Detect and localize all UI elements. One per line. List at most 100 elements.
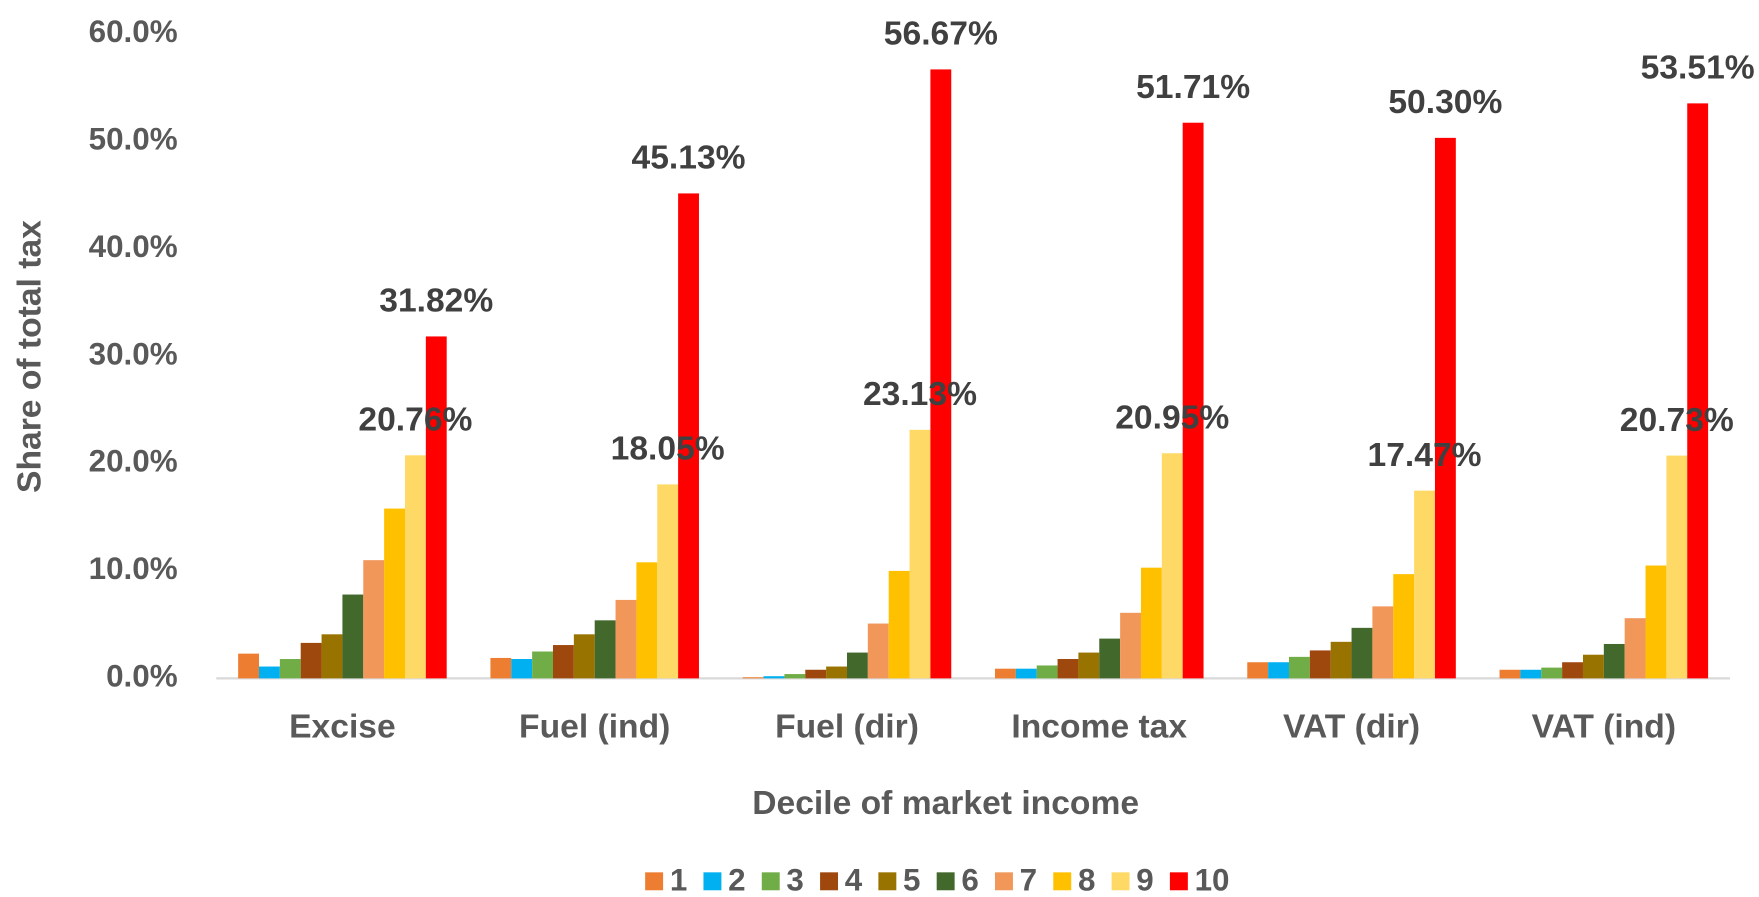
bar <box>1057 659 1079 679</box>
bar <box>532 651 553 679</box>
data-label: 51.71% <box>1136 69 1250 106</box>
bar <box>1288 656 1310 679</box>
legend-label: 8 <box>1078 863 1095 897</box>
bar <box>1182 122 1204 679</box>
bar <box>1078 652 1100 679</box>
bar <box>1624 618 1646 679</box>
x-tick-label: Excise <box>289 709 396 746</box>
legend-swatch <box>820 872 839 891</box>
data-label: 31.82% <box>379 283 493 320</box>
bar <box>615 599 637 679</box>
y-tick-label: 40.0% <box>89 229 178 264</box>
bar <box>573 634 595 679</box>
bar <box>1645 565 1667 679</box>
legend-swatch <box>878 872 897 891</box>
bar <box>1393 574 1415 679</box>
data-label: 56.67% <box>884 16 998 53</box>
bar <box>1268 662 1289 679</box>
data-label: 23.13% <box>863 376 977 413</box>
x-tick-label: VAT (ind) <box>1532 709 1676 746</box>
legend-label: 6 <box>961 863 978 897</box>
bar <box>805 669 827 679</box>
bar <box>363 560 385 679</box>
legend-label: 7 <box>1020 863 1037 897</box>
bar <box>1434 137 1456 679</box>
y-tick-label: 30.0% <box>89 336 178 371</box>
bar <box>888 570 910 679</box>
bar <box>300 642 322 679</box>
bar <box>867 623 889 679</box>
bar <box>259 666 280 679</box>
legend-swatch <box>761 872 780 891</box>
legend-swatch <box>1169 872 1188 891</box>
legend-label: 2 <box>728 863 745 897</box>
data-label: 18.05% <box>611 431 725 468</box>
bar <box>1582 654 1604 679</box>
x-tick-label: Fuel (ind) <box>519 709 670 746</box>
bar <box>552 645 574 679</box>
bar <box>909 429 931 679</box>
x-axis-title: Decile of market income <box>752 785 1139 822</box>
bar <box>1562 662 1583 679</box>
bar <box>342 594 364 679</box>
bar <box>846 652 868 679</box>
bar <box>1520 669 1542 679</box>
legend-swatch <box>994 872 1013 891</box>
legend-swatch <box>936 872 955 891</box>
bar <box>594 620 616 679</box>
y-tick-label: 20.0% <box>89 444 178 479</box>
bar <box>678 193 699 679</box>
bar <box>826 666 847 679</box>
bar <box>279 659 301 679</box>
bar <box>1499 669 1521 679</box>
bar <box>425 336 447 679</box>
y-tick-label: 10.0% <box>89 551 178 586</box>
legend-swatch <box>645 872 664 891</box>
legend-label: 5 <box>903 863 920 897</box>
data-label: 20.95% <box>1115 399 1229 436</box>
data-label: 53.51% <box>1641 50 1755 87</box>
bar <box>784 674 806 679</box>
bar <box>404 455 426 679</box>
bar <box>384 508 405 679</box>
data-label: 45.13% <box>632 140 746 177</box>
bar <box>742 677 764 679</box>
bar <box>1161 453 1183 679</box>
data-label: 17.47% <box>1368 437 1482 474</box>
bar <box>1120 612 1141 679</box>
bar <box>1140 567 1162 679</box>
bar <box>930 69 952 679</box>
bar <box>1666 455 1688 679</box>
bar <box>1372 606 1394 679</box>
x-tick-label: Fuel (dir) <box>775 709 919 746</box>
legend-swatch <box>703 872 722 891</box>
legend-swatch <box>1053 872 1072 891</box>
bar <box>1541 667 1563 679</box>
bar <box>1247 662 1269 679</box>
y-tick-label: 0.0% <box>106 659 178 694</box>
data-label: 20.73% <box>1620 402 1734 439</box>
bar <box>490 657 512 679</box>
bar <box>1036 665 1058 679</box>
legend-label: 9 <box>1136 863 1153 897</box>
bar <box>1603 643 1625 679</box>
bar <box>657 484 679 679</box>
bar <box>1687 103 1709 679</box>
legend-label: 1 <box>670 863 687 897</box>
bar <box>1351 627 1373 679</box>
bar <box>1099 638 1121 679</box>
x-tick-label: Income tax <box>1011 709 1187 746</box>
y-axis-title: Share of total tax <box>12 220 49 493</box>
legend-swatch <box>1111 872 1130 891</box>
bar <box>1015 668 1037 679</box>
bar <box>321 634 343 679</box>
y-tick-label: 60.0% <box>89 14 178 49</box>
bar <box>994 668 1016 679</box>
bar <box>636 562 658 679</box>
legend-label: 3 <box>786 863 803 897</box>
bar <box>1414 490 1435 679</box>
x-tick-label: VAT (dir) <box>1283 709 1420 746</box>
bar <box>238 653 260 679</box>
bar <box>763 676 785 679</box>
